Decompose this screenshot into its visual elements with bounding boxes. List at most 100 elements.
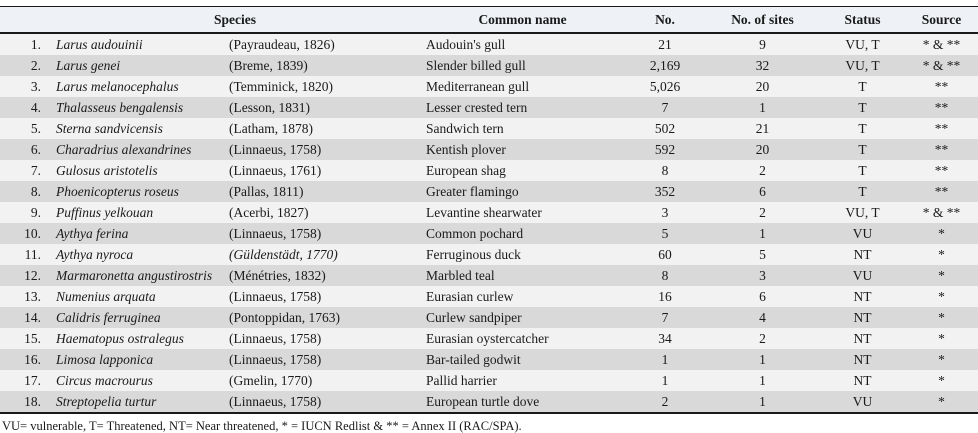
status-cell: T	[858, 78, 867, 94]
table-row: 9. Puffinus yelkouan (Acerbi, 1827) Leva…	[0, 202, 978, 223]
row-number-cell: 14.	[24, 309, 41, 325]
table-row: 2. Larus genei (Breme, 1839) Slender bil…	[0, 55, 978, 76]
count-cell: 1	[661, 351, 669, 367]
common-name-cell: Pallid harrier	[426, 372, 497, 388]
authority-cell: (Ménétries, 1832)	[229, 267, 326, 283]
table-row: 14. Calidris ferruginea (Pontoppidan, 17…	[0, 307, 978, 328]
status-cell: VU, T	[845, 204, 880, 220]
species-cell: Larus genei	[56, 57, 121, 73]
sites-cell: 9	[759, 36, 766, 52]
table-row: 17. Circus macrourus (Gmelin, 1770) Pall…	[0, 370, 978, 391]
count-cell: 592	[654, 141, 676, 157]
row-number-cell: 10.	[24, 225, 41, 241]
common-name-cell: Ferruginous duck	[426, 246, 521, 262]
common-name-cell: European turtle dove	[426, 393, 540, 409]
authority-cell: (Linnaeus, 1758)	[229, 225, 322, 241]
common-name-cell: Kentish plover	[426, 141, 506, 157]
common-name-cell: European shag	[426, 162, 506, 178]
common-name-cell: Slender billed gull	[426, 57, 526, 73]
table-row: 15. Haematopus ostralegus (Linnaeus, 175…	[0, 328, 978, 349]
table-row: 3. Larus melanocephalus (Temminick, 1820…	[0, 76, 978, 97]
sites-cell: 32	[755, 57, 770, 73]
common-name-cell: Eurasian curlew	[426, 288, 514, 304]
authority-cell: (Temminick, 1820)	[229, 78, 334, 94]
status-cell: NT	[853, 309, 872, 325]
authority-cell: (Payraudeau, 1826)	[229, 36, 335, 52]
species-cell: Charadrius alexandrines	[56, 141, 192, 157]
common-name-cell: Levantine shearwater	[426, 204, 542, 220]
sites-cell: 2	[759, 330, 766, 346]
row-number-cell: 4.	[30, 99, 41, 115]
row-number-cell: 13.	[24, 288, 41, 304]
count-cell: 352	[654, 183, 676, 199]
row-number-cell: 2.	[30, 57, 41, 73]
table-row: 11. Aythya nyroca (Güldenstädt, 1770) Fe…	[0, 244, 978, 265]
authority-cell: (Lesson, 1831)	[229, 99, 310, 115]
authority-cell: (Linnaeus, 1761)	[229, 162, 322, 178]
count-cell: 1	[661, 372, 669, 388]
species-cell: Phoenicopterus roseus	[56, 183, 179, 199]
header-row: Species Common name No. No. of sites Sta…	[0, 6, 978, 34]
row-number-cell: 15.	[24, 330, 41, 346]
status-cell: VU	[852, 393, 873, 409]
sites-cell: 21	[755, 120, 770, 136]
authority-cell: (Linnaeus, 1758)	[229, 393, 322, 409]
common-name-cell: Mediterranean gull	[426, 78, 530, 94]
sites-cell: 1	[759, 372, 766, 388]
table-row: 4. Thalasseus bengalensis (Lesson, 1831)…	[0, 97, 978, 118]
count-cell: 5,026	[649, 78, 681, 94]
sites-cell: 2	[759, 204, 766, 220]
common-name-cell: Greater flamingo	[426, 183, 519, 199]
col-header-common-name: Common name	[420, 6, 625, 34]
row-number-cell: 18.	[24, 393, 41, 409]
row-number-cell: 3.	[30, 78, 41, 94]
col-header-species: Species	[50, 6, 420, 34]
status-cell: VU	[852, 267, 873, 283]
common-name-cell: Eurasian oystercatcher	[426, 330, 549, 346]
species-cell: Calidris ferruginea	[56, 309, 161, 325]
source-cell: * & **	[922, 36, 961, 52]
row-number-cell: 7.	[30, 162, 41, 178]
source-cell: **	[934, 162, 949, 178]
table-header: Species Common name No. No. of sites Sta…	[0, 6, 978, 34]
count-cell: 2	[661, 393, 669, 409]
source-cell: *	[938, 330, 945, 346]
status-cell: NT	[853, 372, 872, 388]
common-name-cell: Common pochard	[426, 225, 524, 241]
col-header-source: Source	[905, 6, 978, 34]
status-cell: T	[858, 162, 867, 178]
table-row: 16. Limosa lapponica (Linnaeus, 1758) Ba…	[0, 349, 978, 370]
species-cell: Thalasseus bengalensis	[56, 99, 184, 115]
common-name-cell: Curlew sandpiper	[426, 309, 522, 325]
sites-cell: 1	[759, 351, 766, 367]
species-cell: Haematopus ostralegus	[56, 330, 184, 346]
table-row: 7. Gulosus aristotelis (Linnaeus, 1761) …	[0, 160, 978, 181]
species-cell: Gulosus aristotelis	[56, 162, 158, 178]
count-cell: 7	[661, 309, 669, 325]
sites-cell: 20	[755, 78, 770, 94]
source-cell: * & **	[922, 204, 961, 220]
authority-cell: (Pallas, 1811)	[229, 183, 304, 199]
sites-cell: 1	[759, 99, 766, 115]
status-cell: VU, T	[845, 57, 880, 73]
count-cell: 7	[661, 99, 669, 115]
authority-cell: (Güldenstädt, 1770)	[229, 246, 338, 262]
source-cell: *	[938, 246, 945, 262]
authority-cell: (Gmelin, 1770)	[229, 372, 313, 388]
source-cell: **	[934, 78, 949, 94]
species-cell: Larus audouinii	[56, 36, 143, 52]
count-cell: 2,169	[649, 57, 681, 73]
count-cell: 21	[658, 36, 672, 52]
species-cell: Larus melanocephalus	[56, 78, 179, 94]
source-cell: **	[934, 141, 949, 157]
status-cell: VU, T	[845, 36, 880, 52]
table-row: 18. Streptopelia turtur (Linnaeus, 1758)…	[0, 391, 978, 413]
sites-cell: 3	[759, 267, 766, 283]
table-row: 5. Sterna sandvicensis (Latham, 1878) Sa…	[0, 118, 978, 139]
col-header-index	[0, 6, 50, 34]
sites-cell: 1	[759, 393, 766, 409]
status-cell: NT	[853, 351, 872, 367]
status-cell: T	[858, 141, 867, 157]
species-cell: Aythya ferina	[56, 225, 129, 241]
source-cell: *	[938, 267, 945, 283]
